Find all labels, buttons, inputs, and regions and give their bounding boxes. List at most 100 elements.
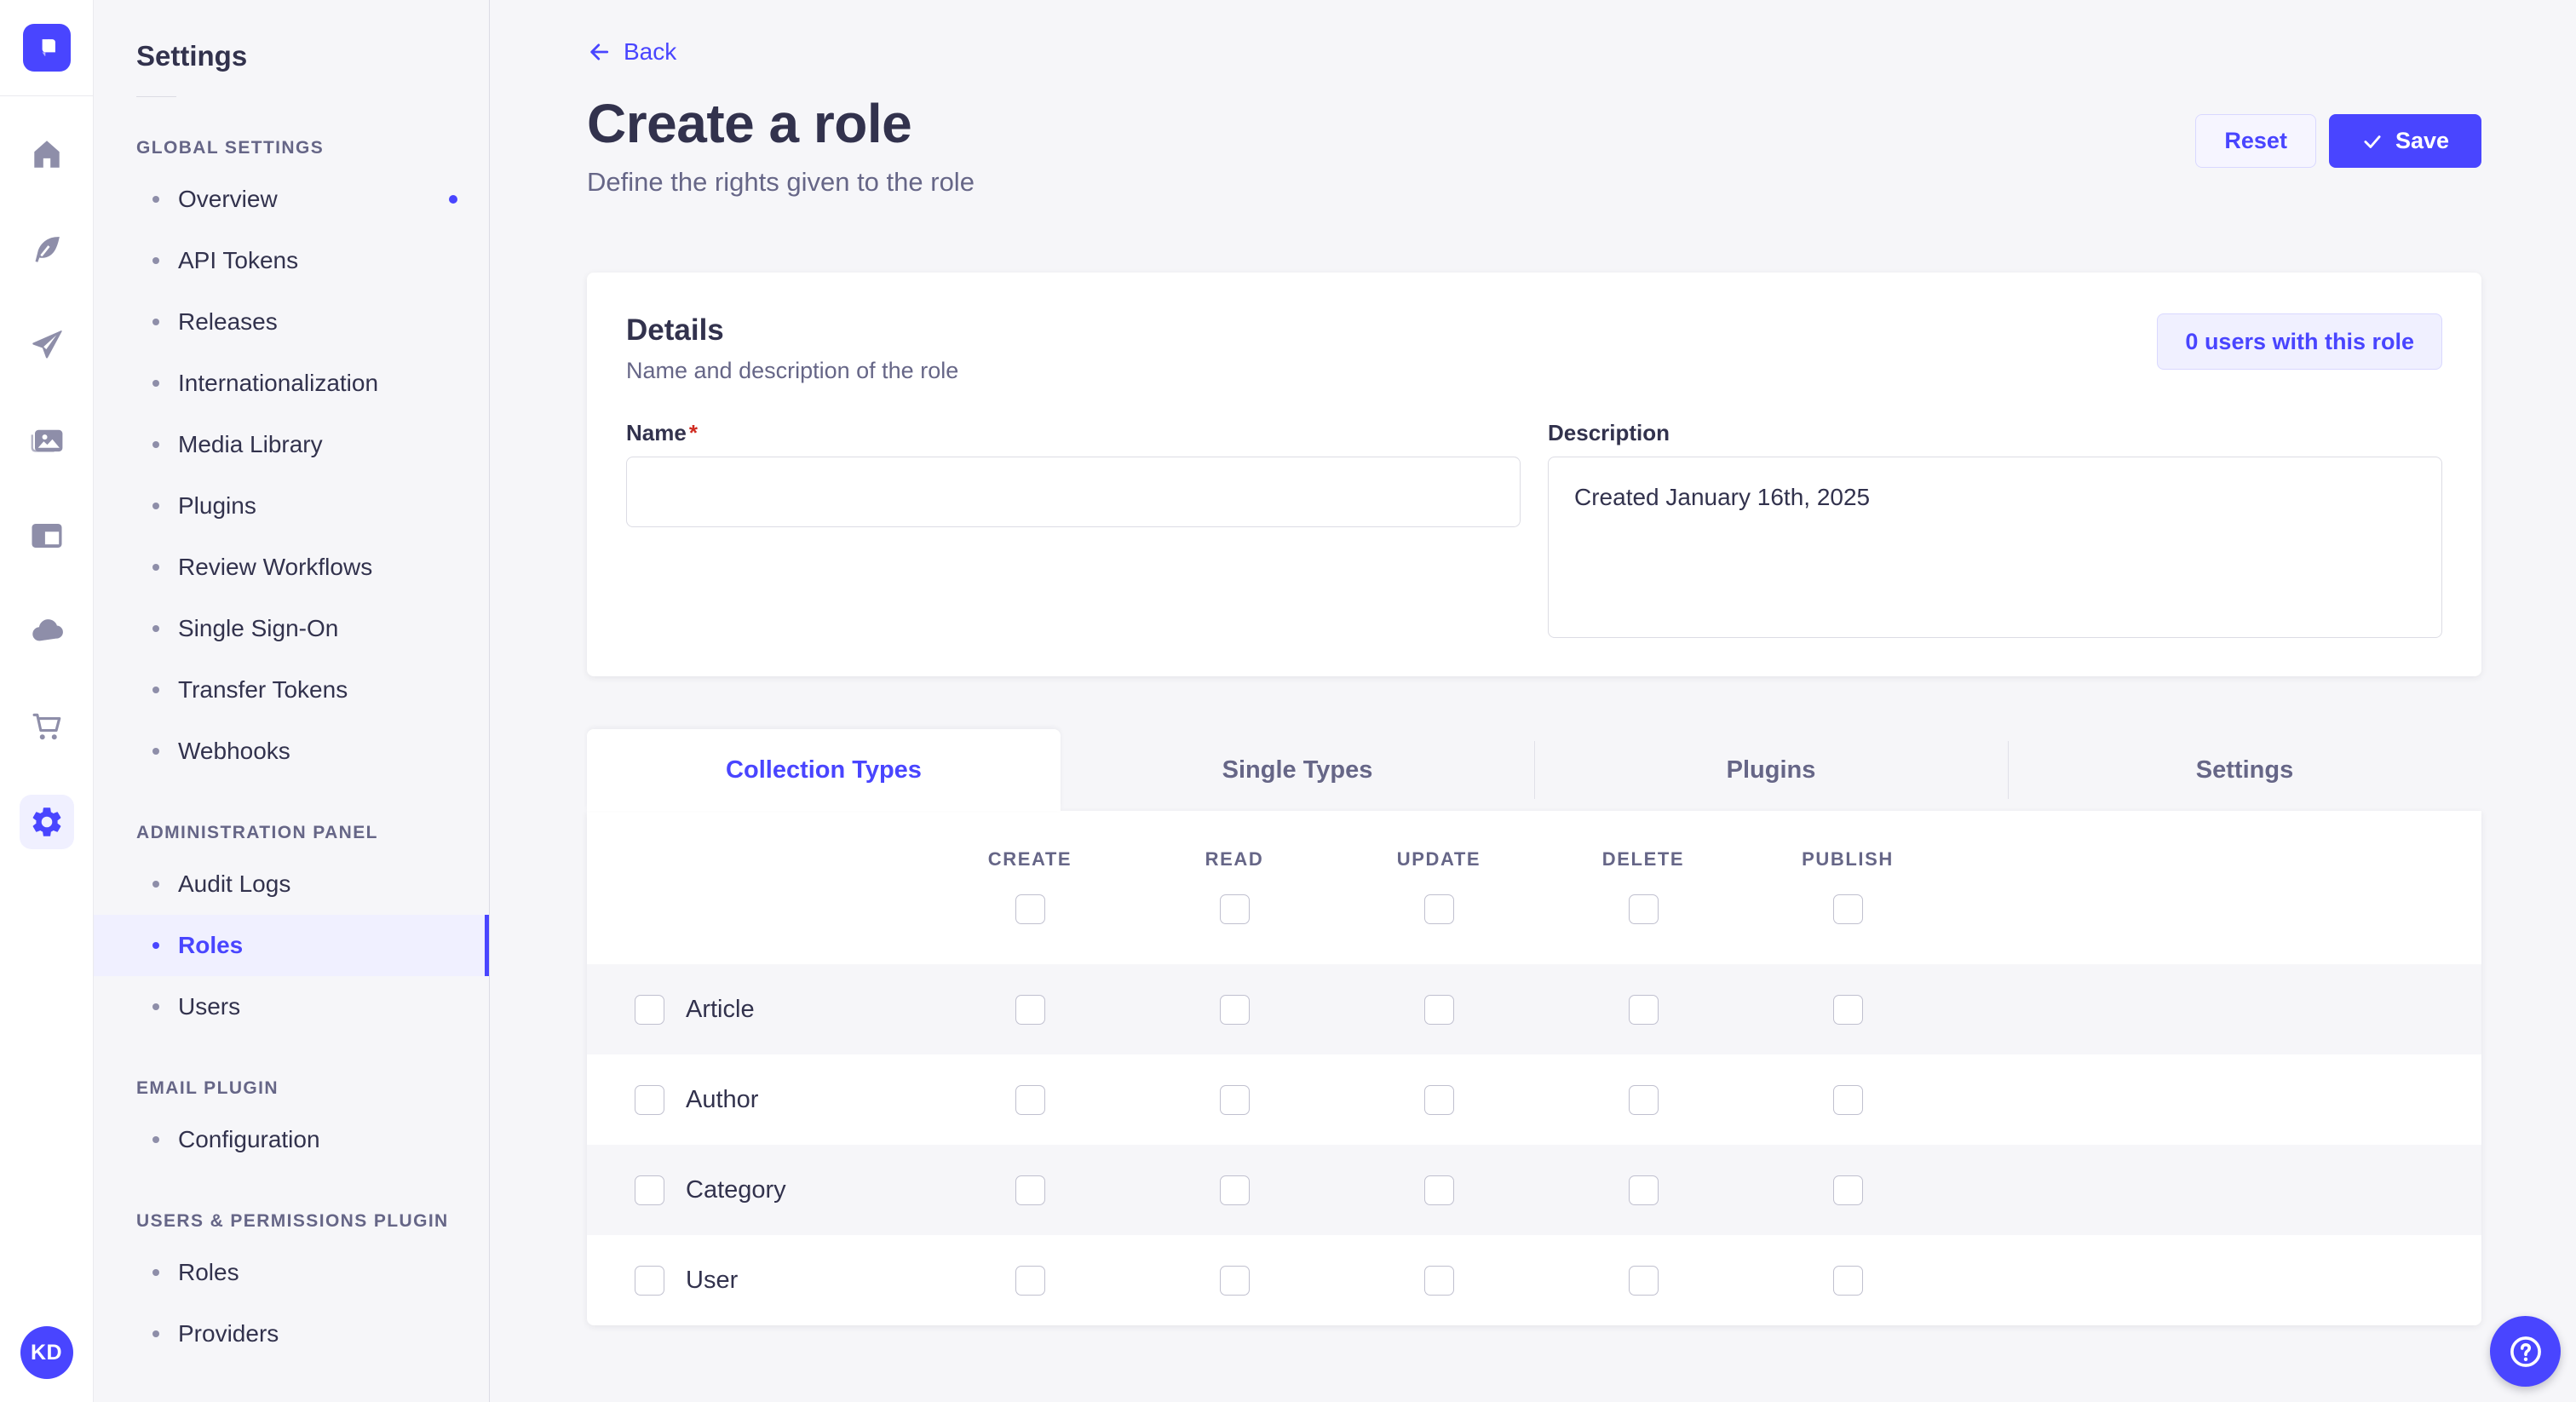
subnav-item-global-settings-media-library[interactable]: Media Library — [94, 414, 489, 475]
media-library-icon[interactable] — [20, 413, 74, 468]
subnav-item-global-settings-api-tokens[interactable]: API Tokens — [94, 230, 489, 291]
subnav-item-email-plugin-configuration[interactable]: Configuration — [94, 1109, 489, 1170]
subnav-item-global-settings-internationalization[interactable]: Internationalization — [94, 353, 489, 414]
article-delete-checkbox[interactable] — [1628, 994, 1659, 1025]
strapi-logo-icon[interactable] — [22, 24, 71, 72]
tab-settings[interactable]: Settings — [2008, 729, 2481, 811]
select-all-create-checkbox[interactable] — [1015, 894, 1045, 924]
select-category-checkbox[interactable] — [635, 1175, 664, 1205]
role-description-textarea[interactable]: Created January 16th, 2025 — [1548, 457, 2442, 638]
category-delete-checkbox[interactable] — [1628, 1175, 1659, 1205]
check-icon — [2364, 135, 2381, 148]
subnav-item-label: Audit Logs — [178, 871, 291, 897]
subnav-item-administration-panel-users[interactable]: Users — [94, 976, 489, 1037]
article-update-checkbox[interactable] — [1423, 994, 1454, 1025]
table-header: CREATE READ UPDATE DELETE PUBLISH — [587, 811, 2481, 964]
subnav-item-label: Review Workflows — [178, 554, 373, 580]
author-create-checkbox[interactable] — [1015, 1084, 1045, 1115]
settings-subnav: Settings GLOBAL SETTINGS Overview API Toke… — [94, 0, 490, 1402]
user-read-checkbox[interactable] — [1219, 1265, 1250, 1296]
table-row-category: Category — [587, 1145, 2481, 1235]
subnav-item-global-settings-single-sign-on[interactable]: Single Sign-On — [94, 598, 489, 659]
cloud-icon[interactable] — [20, 604, 74, 658]
subnav-section-label: ADMINISTRATION PANEL — [136, 823, 378, 842]
subnav-item-administration-panel-roles[interactable]: Roles — [94, 915, 489, 976]
details-card: Details Name and description of the role… — [587, 273, 2481, 676]
user-delete-checkbox[interactable] — [1628, 1265, 1659, 1296]
select-user-checkbox[interactable] — [635, 1265, 664, 1296]
select-all-publish-checkbox[interactable] — [1832, 894, 1863, 924]
save-button[interactable]: Save — [2328, 114, 2481, 168]
subnav-section-label: GLOBAL SETTINGS — [136, 138, 325, 158]
bullet-icon — [152, 748, 159, 755]
description-field-group: Description Created January 16th, 2025 — [1548, 420, 2442, 642]
permissions-table: CREATE READ UPDATE DELETE PUBLISH Article Aut… — [587, 811, 2481, 1325]
subnav-section-users-permissions-plugin: USERS & PERMISSIONS PLUGIN Roles Providers — [94, 1211, 489, 1365]
category-update-checkbox[interactable] — [1423, 1175, 1454, 1205]
home-icon[interactable] — [20, 127, 74, 181]
bullet-icon — [152, 196, 159, 203]
subnav-item-global-settings-plugins[interactable]: Plugins — [94, 475, 489, 537]
select-author-checkbox[interactable] — [635, 1084, 664, 1115]
bullet-icon — [152, 564, 159, 571]
author-read-checkbox[interactable] — [1219, 1084, 1250, 1115]
subnav-item-global-settings-webhooks[interactable]: Webhooks — [94, 721, 489, 782]
description-label: Description — [1548, 420, 1670, 445]
select-article-checkbox[interactable] — [635, 994, 664, 1025]
column-header-update: UPDATE — [1396, 848, 1481, 870]
subnav-item-global-settings-releases[interactable]: Releases — [94, 291, 489, 353]
article-publish-checkbox[interactable] — [1832, 994, 1863, 1025]
category-read-checkbox[interactable] — [1219, 1175, 1250, 1205]
select-all-read-checkbox[interactable] — [1219, 894, 1250, 924]
user-publish-checkbox[interactable] — [1832, 1265, 1863, 1296]
user-create-checkbox[interactable] — [1015, 1265, 1045, 1296]
main-nav-rail: KD — [0, 0, 94, 1402]
category-create-checkbox[interactable] — [1015, 1175, 1045, 1205]
subnav-item-global-settings-review-workflows[interactable]: Review Workflows — [94, 537, 489, 598]
user-update-checkbox[interactable] — [1423, 1265, 1454, 1296]
reset-button[interactable]: Reset — [2195, 114, 2316, 168]
required-asterisk: * — [688, 420, 698, 445]
subnav-item-label: Releases — [178, 308, 278, 335]
subnav-item-users-permissions-plugin-providers[interactable]: Providers — [94, 1303, 489, 1365]
subnav-title: Settings — [136, 40, 248, 72]
select-all-update-checkbox[interactable] — [1423, 894, 1454, 924]
role-name-input[interactable] — [626, 457, 1521, 527]
row-label: Article — [686, 995, 755, 1023]
subnav-item-global-settings-transfer-tokens[interactable]: Transfer Tokens — [94, 659, 489, 721]
paper-plane-icon[interactable] — [20, 318, 74, 372]
bullet-icon — [152, 1330, 159, 1337]
tab-plugins[interactable]: Plugins — [1534, 729, 2008, 811]
row-label: User — [686, 1266, 739, 1294]
back-arrow-icon — [590, 43, 609, 60]
article-read-checkbox[interactable] — [1219, 994, 1250, 1025]
user-avatar[interactable]: KD — [20, 1326, 73, 1379]
article-create-checkbox[interactable] — [1015, 994, 1045, 1025]
permissions-section: Collection Types Single Types Plugins Setti… — [587, 729, 2481, 1325]
subnav-section-administration-panel: ADMINISTRATION PANEL Audit Logs Roles Users — [94, 823, 489, 1037]
tab-collection-types[interactable]: Collection Types — [587, 729, 1061, 811]
marketplace-icon[interactable] — [20, 699, 74, 754]
author-publish-checkbox[interactable] — [1832, 1084, 1863, 1115]
select-all-delete-checkbox[interactable] — [1628, 894, 1659, 924]
help-button[interactable] — [2490, 1316, 2561, 1387]
subnav-item-global-settings-overview[interactable]: Overview — [94, 169, 489, 230]
settings-icon[interactable] — [19, 795, 74, 849]
question-mark-icon — [2510, 1336, 2541, 1367]
author-update-checkbox[interactable] — [1423, 1084, 1454, 1115]
tab-bar: Collection Types Single Types Plugins Setti… — [587, 729, 2481, 811]
content-type-builder-icon[interactable] — [20, 509, 74, 563]
subnav-section-label: EMAIL PLUGIN — [136, 1078, 279, 1098]
tab-single-types[interactable]: Single Types — [1222, 756, 1373, 784]
author-delete-checkbox[interactable] — [1628, 1084, 1659, 1115]
row-label: Author — [686, 1085, 759, 1113]
back-link[interactable]: Back — [587, 38, 676, 66]
users-with-role-button[interactable]: 0 users with this role — [2157, 313, 2442, 370]
column-header-publish: PUBLISH — [1802, 848, 1894, 870]
rail-logo-section — [0, 0, 93, 96]
feather-icon[interactable] — [20, 222, 74, 277]
category-publish-checkbox[interactable] — [1832, 1175, 1863, 1205]
subnav-item-administration-panel-audit-logs[interactable]: Audit Logs — [94, 853, 489, 915]
subnav-item-label: Single Sign-On — [178, 615, 339, 641]
subnav-item-users-permissions-plugin-roles[interactable]: Roles — [94, 1242, 489, 1303]
